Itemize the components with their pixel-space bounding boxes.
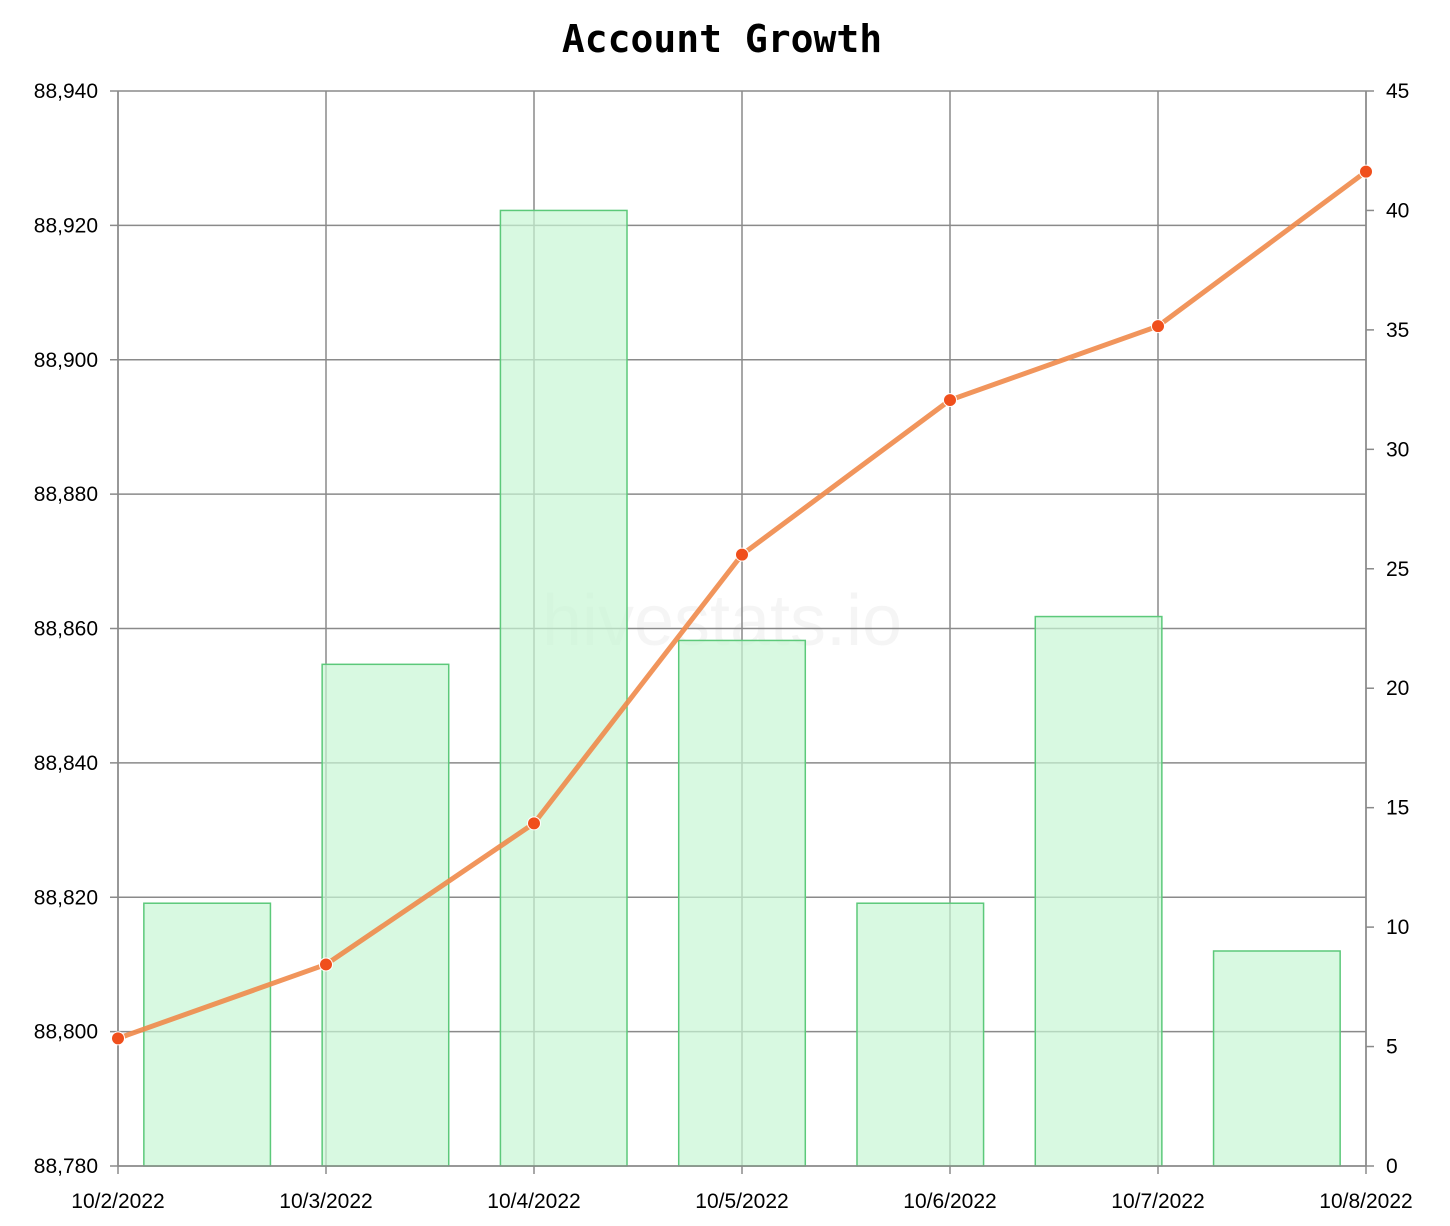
line-point [1151, 319, 1165, 334]
left-tick-label: 88,920 [34, 214, 98, 237]
left-tick-label: 88,840 [34, 752, 98, 775]
right-tick-label: 5 [1386, 1036, 1398, 1059]
left-tick-label: 88,880 [34, 483, 98, 506]
x-tick-label: 10/8/2022 [1319, 1190, 1412, 1213]
right-tick-label: 0 [1386, 1155, 1398, 1178]
right-tick-label: 45 [1386, 80, 1409, 103]
x-tick-label: 10/6/2022 [903, 1190, 996, 1213]
chart-title: Account Growth [562, 17, 882, 61]
x-tick-label: 10/4/2022 [487, 1190, 580, 1213]
right-y-axis-labels: 0 5 10 15 20 25 30 35 40 45 [1386, 80, 1409, 1178]
x-tick-label: 10/5/2022 [695, 1190, 788, 1213]
bar [677, 639, 807, 1167]
left-tick-label: 88,900 [34, 349, 98, 372]
x-tick-label: 10/2/2022 [71, 1190, 164, 1213]
bar [1212, 950, 1341, 1167]
right-tick-label: 15 [1386, 797, 1409, 820]
right-tick-label: 40 [1386, 199, 1409, 222]
right-tick-label: 20 [1386, 677, 1409, 700]
line-point [1359, 164, 1373, 179]
right-tick-label: 30 [1386, 438, 1409, 461]
line-series [111, 164, 1373, 1046]
bar [1034, 615, 1163, 1167]
left-tick-label: 88,780 [34, 1155, 98, 1178]
right-tick-label: 25 [1386, 558, 1409, 581]
left-tick-label: 88,800 [34, 1021, 98, 1044]
line-point [735, 547, 749, 562]
left-tick-label: 88,820 [34, 886, 98, 909]
left-y-axis-labels: 88,780 88,800 88,820 88,840 88,860 88,880 88,9… [34, 80, 98, 1178]
x-tick-label: 10/3/2022 [279, 1190, 372, 1213]
right-tick-label: 10 [1386, 916, 1409, 939]
left-tick-label: 88,940 [34, 80, 98, 103]
x-axis-labels: 10/2/2022 10/3/2022 10/4/2022 10/5/2022 10/6… [71, 1190, 1412, 1213]
axes [110, 90, 1374, 1174]
bar [499, 209, 628, 1167]
bar [321, 663, 450, 1167]
left-tick-label: 88,860 [34, 618, 98, 641]
bar [143, 902, 272, 1167]
bar [856, 902, 985, 1167]
line-point [319, 957, 333, 972]
right-tick-label: 35 [1386, 319, 1409, 342]
line-point [527, 816, 541, 831]
bar-series [143, 209, 1341, 1167]
line-point [943, 393, 957, 408]
x-tick-label: 10/7/2022 [1111, 1190, 1204, 1213]
line-point [111, 1031, 125, 1046]
